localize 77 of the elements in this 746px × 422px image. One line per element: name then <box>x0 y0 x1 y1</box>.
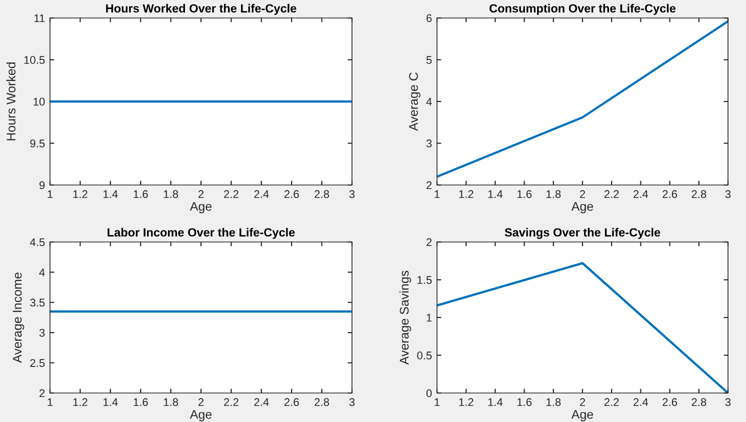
x-tick-label: 2 <box>580 398 586 406</box>
x-tick-label: 2.6 <box>284 398 299 406</box>
x-tick-label: 2.8 <box>314 190 330 198</box>
x-tick-label: 2.2 <box>604 190 619 198</box>
x-tick-label: 1 <box>48 190 53 198</box>
x-axis-title: Age <box>571 410 594 422</box>
x-tick-label: 1.4 <box>488 398 503 406</box>
x-tick-label: 1.6 <box>517 398 532 406</box>
x-tick-label: 2.8 <box>314 398 330 406</box>
x-tick-label: 1.4 <box>488 190 503 198</box>
x-axis-title: Age <box>190 410 212 422</box>
x-tick-label: 1.6 <box>517 190 532 198</box>
x-tick-label: 2.6 <box>284 190 299 198</box>
y-tick-label: 0.5 <box>417 352 432 360</box>
x-tick-label: 1.4 <box>104 190 118 198</box>
y-tick-label: 6 <box>426 14 432 22</box>
y-tick-label: 2.5 <box>30 359 45 367</box>
chart-title: Hours Worked Over the Life-Cycle <box>106 4 296 15</box>
y-tick-label: 5 <box>426 56 432 64</box>
x-axis-title: Age <box>190 202 212 214</box>
y-tick-label: 4 <box>426 98 432 106</box>
x-tick-label: 2.4 <box>634 190 648 198</box>
x-axis-title: Age <box>571 202 594 214</box>
x-tick-label: 1 <box>434 190 440 198</box>
x-tick-label: 2 <box>198 190 204 198</box>
y-tick-label: 2 <box>426 238 432 246</box>
x-tick-label: 2.8 <box>692 398 706 406</box>
x-tick-label: 1.8 <box>546 190 561 198</box>
chart-title: Labor Income Over the Life-Cycle <box>108 228 295 239</box>
x-tick-label: 2.2 <box>224 398 238 406</box>
x-tick-label: 2.2 <box>604 398 619 406</box>
x-tick-label: 1 <box>434 398 440 406</box>
x-tick-label: 2.4 <box>634 398 648 406</box>
x-tick-label: 2.8 <box>692 190 706 198</box>
y-axis-title: Average Savings <box>399 270 412 365</box>
y-tick-label: 1 <box>426 314 432 322</box>
x-tick-label: 2 <box>580 190 586 198</box>
x-tick-label: 1.6 <box>134 398 148 406</box>
x-tick-label: 1 <box>48 398 53 406</box>
y-axis-title: Average C <box>409 72 420 131</box>
x-tick-label: 3 <box>725 398 731 406</box>
y-tick-label: 10.5 <box>24 56 45 64</box>
x-tick-label: 3 <box>349 190 355 198</box>
y-tick-label: 2 <box>40 389 45 398</box>
x-tick-label: 1.8 <box>164 398 178 406</box>
x-tick-label: 3 <box>349 398 355 406</box>
y-tick-label: 3 <box>426 140 432 148</box>
y-tick-label: 0 <box>426 389 432 398</box>
x-tick-label: 2.2 <box>224 190 238 198</box>
y-tick-label: 1.5 <box>418 276 432 284</box>
x-tick-label: 1.2 <box>459 190 474 198</box>
x-tick-label: 1.2 <box>459 398 474 406</box>
y-axis-title: Hours Worked <box>6 62 16 140</box>
y-tick-label: 3 <box>39 328 45 337</box>
x-tick-label: 2.6 <box>662 398 678 406</box>
y-tick-label: 3.5 <box>30 298 45 307</box>
x-tick-label: 2 <box>198 398 204 406</box>
x-tick-label: 2.4 <box>254 190 269 198</box>
x-tick-label: 2.6 <box>662 190 678 198</box>
x-tick-label: 2.4 <box>254 398 269 406</box>
y-tick-label: 4.5 <box>30 238 45 246</box>
x-tick-label: 1.2 <box>73 190 88 198</box>
x-tick-label: 1.6 <box>134 190 148 198</box>
y-tick-label: 9 <box>39 181 45 190</box>
x-tick-label: 3 <box>725 190 731 198</box>
x-tick-label: 1.8 <box>164 190 178 198</box>
x-tick-label: 1.4 <box>104 398 118 406</box>
y-tick-label: 4 <box>39 268 45 276</box>
y-tick-label: 10 <box>34 98 45 106</box>
x-tick-label: 1.2 <box>73 398 88 406</box>
y-tick-label: 9.5 <box>30 140 45 148</box>
chart-title: Consumption Over the Life-Cycle <box>490 4 676 15</box>
y-tick-label: 11 <box>34 14 45 22</box>
y-axis-title: Average Income <box>12 272 24 363</box>
x-tick-label: 1.8 <box>546 398 561 406</box>
chart-title: Savings Over the Life-Cycle <box>504 228 660 239</box>
y-tick-label: 2 <box>426 181 432 190</box>
